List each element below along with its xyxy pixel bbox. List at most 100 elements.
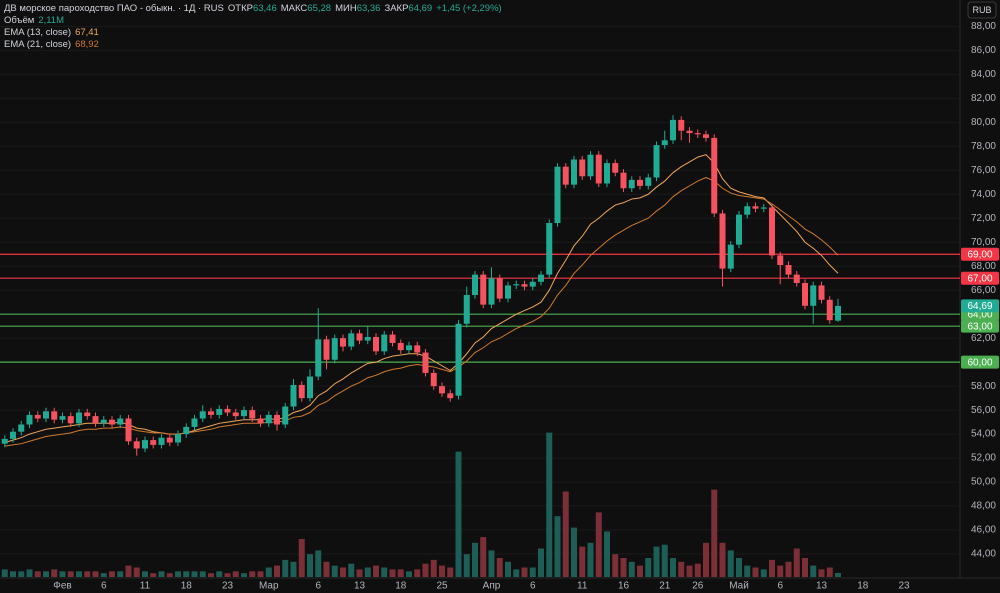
volume-bar — [488, 550, 495, 577]
x-tick-label: 26 — [692, 581, 704, 592]
volume-bar — [397, 569, 404, 577]
candle-body — [249, 410, 256, 419]
volume-bar — [455, 451, 462, 577]
legend-key: ЗАКР — [384, 3, 409, 14]
candle-body — [373, 336, 379, 352]
candle-body — [100, 419, 107, 424]
candle-body — [43, 411, 49, 419]
volume-bar — [142, 571, 148, 577]
candle-body — [117, 418, 124, 425]
volume-bar — [579, 546, 586, 577]
currency-button[interactable] — [967, 1, 997, 19]
candle-body — [397, 342, 404, 351]
candle-body — [10, 431, 16, 439]
volume-bar — [562, 491, 569, 577]
candle-body — [760, 207, 767, 209]
candle-body — [802, 283, 808, 306]
legend-title: ДВ морское пароходство ПАО - обыкн. · 1Д… — [4, 3, 224, 14]
volume-bar — [331, 565, 338, 577]
candle-body — [232, 412, 239, 417]
candle-body — [719, 213, 726, 269]
y-tick-label: 56,00 — [971, 405, 996, 416]
volume-bar — [546, 432, 553, 577]
candle-body — [538, 274, 544, 282]
y-tick-label: 50,00 — [971, 477, 996, 488]
volume-bar — [447, 567, 454, 577]
currency-label: RUB — [972, 5, 991, 15]
y-tick-label: 58,00 — [971, 381, 996, 392]
volume-bar — [348, 563, 355, 577]
volume-bar — [661, 544, 668, 577]
volume-bar — [67, 571, 74, 577]
level-label-box — [961, 247, 999, 261]
volume-bar — [282, 559, 289, 577]
volume-bar — [224, 573, 231, 577]
candle-body — [736, 214, 742, 245]
volume-bar — [175, 571, 181, 577]
volume-bar — [109, 571, 115, 577]
candle-body — [670, 119, 676, 141]
volume-bar — [100, 573, 107, 577]
volume-bar — [826, 567, 833, 577]
volume-bar — [802, 558, 808, 577]
y-tick-label: 76,00 — [971, 165, 996, 176]
candle-body — [26, 414, 33, 425]
volume-bar — [686, 565, 693, 577]
x-tick-label: 18 — [395, 581, 407, 592]
candle-body — [364, 336, 371, 341]
candle-body — [513, 284, 520, 286]
volume-bar — [439, 565, 445, 577]
candle-body — [496, 278, 503, 299]
volume-bar — [711, 489, 718, 577]
x-tick-label: 11 — [577, 581, 588, 592]
candle-body — [298, 384, 305, 399]
y-tick-label: 44,00 — [971, 549, 996, 560]
y-tick-label: 48,00 — [971, 501, 996, 512]
level-label: 63,00 — [967, 321, 992, 332]
candle-body — [51, 411, 58, 420]
ema-line — [4, 176, 839, 447]
candle-body — [340, 338, 346, 347]
legend-key: МИН — [335, 3, 357, 14]
candle-body — [290, 384, 297, 407]
volume-bar — [653, 546, 660, 577]
x-tick-label: Фев — [53, 581, 71, 592]
candle-body — [199, 411, 206, 419]
volume-bar — [1, 569, 8, 577]
volume-bar — [241, 573, 247, 577]
volume-bar — [670, 558, 676, 577]
volume-bar — [422, 563, 429, 577]
volume-value: 2,11M — [38, 15, 64, 26]
volume-bar — [125, 565, 132, 577]
volume-bar — [323, 561, 330, 577]
legend-row: EMA (13, close) 67,41 — [4, 27, 506, 39]
y-tick-label: 72,00 — [971, 213, 996, 224]
volume-bar — [133, 567, 140, 577]
candle-body — [810, 285, 817, 306]
candle-body — [620, 172, 627, 189]
candle-body — [158, 437, 165, 445]
candle-body — [604, 163, 610, 184]
volume-bar — [835, 572, 841, 577]
candle-body — [571, 159, 577, 185]
candle-body — [150, 440, 157, 445]
candle-body — [183, 426, 190, 435]
volume-bar — [760, 569, 767, 577]
x-tick-label: 13 — [354, 581, 366, 592]
y-tick-label: 54,00 — [971, 429, 996, 440]
volume-bar — [463, 554, 470, 577]
candle-body — [480, 274, 487, 305]
candle-body — [323, 339, 330, 360]
candle-body — [18, 424, 25, 432]
volume-bar — [34, 571, 41, 577]
legend-value: 63,36 — [356, 3, 381, 14]
candle-body — [381, 334, 388, 352]
candle-body — [76, 412, 82, 424]
y-tick-label: 68,00 — [971, 261, 996, 272]
volume-bar — [59, 571, 66, 577]
volume-bar — [752, 567, 759, 577]
series-name: EMA (13, close) — [4, 27, 72, 38]
level-label: 67,00 — [967, 273, 992, 284]
x-tick-label: Апр — [483, 581, 501, 592]
